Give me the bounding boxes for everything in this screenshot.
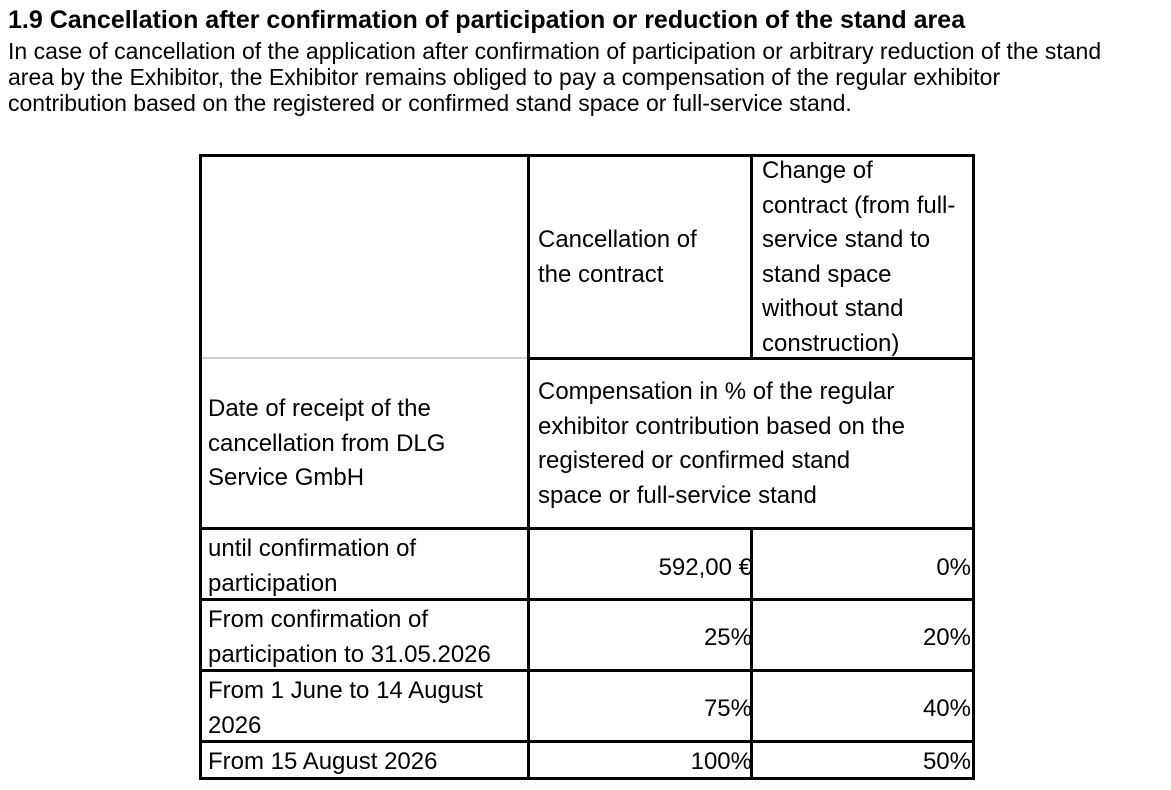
table-row-cancellation-value: 75% bbox=[703, 695, 752, 722]
compensation-table: Cancellation of the contract Change of c… bbox=[199, 154, 975, 782]
table-row-period: From 15 August 2026 bbox=[208, 748, 438, 775]
table-row-period: From 1 June to 14 August 2026 bbox=[208, 677, 483, 739]
header-date-of-receipt: Date of receipt of the cancellation from… bbox=[208, 395, 446, 491]
table-divider bbox=[199, 598, 975, 601]
table-divider bbox=[199, 669, 975, 672]
table-divider bbox=[199, 740, 975, 743]
section-title: 1.9 Cancellation after confirmation of p… bbox=[8, 6, 966, 34]
table-row-cancellation-value: 100% bbox=[690, 748, 752, 775]
intro-line: area by the Exhibitor, the Exhibitor rem… bbox=[8, 64, 1001, 90]
table-row-change-value: 50% bbox=[922, 748, 971, 775]
header-cancellation: Cancellation of the contract bbox=[538, 226, 697, 288]
table-border-left bbox=[199, 154, 202, 780]
table-row-change-value: 0% bbox=[936, 554, 971, 581]
table-column-divider bbox=[527, 154, 530, 780]
table-row-period: From confirmation of participation to 31… bbox=[208, 606, 491, 668]
table-border-top bbox=[199, 154, 975, 157]
table-row-period: until confirmation of participation bbox=[208, 535, 417, 597]
header-compensation: Compensation in % of the regular exhibit… bbox=[538, 378, 905, 509]
table-border-bottom bbox=[199, 777, 975, 780]
table-column-divider bbox=[750, 527, 753, 780]
table-divider-light bbox=[199, 357, 530, 359]
table-row-cancellation-value: 25% bbox=[703, 624, 752, 651]
intro-paragraph: In case of cancellation of the applicati… bbox=[8, 38, 1170, 116]
table-border-right bbox=[972, 154, 975, 780]
table-row-change-value: 20% bbox=[922, 624, 971, 651]
table-row-change-value: 40% bbox=[922, 695, 971, 722]
intro-line: In case of cancellation of the applicati… bbox=[8, 38, 1102, 64]
table-column-divider bbox=[750, 154, 753, 359]
intro-line: contribution based on the registered or … bbox=[8, 90, 852, 116]
header-change-of-contract: Change of contract (from full- service s… bbox=[762, 157, 956, 357]
table-row-cancellation-value: 592,00 € bbox=[658, 554, 752, 581]
table-divider bbox=[199, 527, 975, 530]
